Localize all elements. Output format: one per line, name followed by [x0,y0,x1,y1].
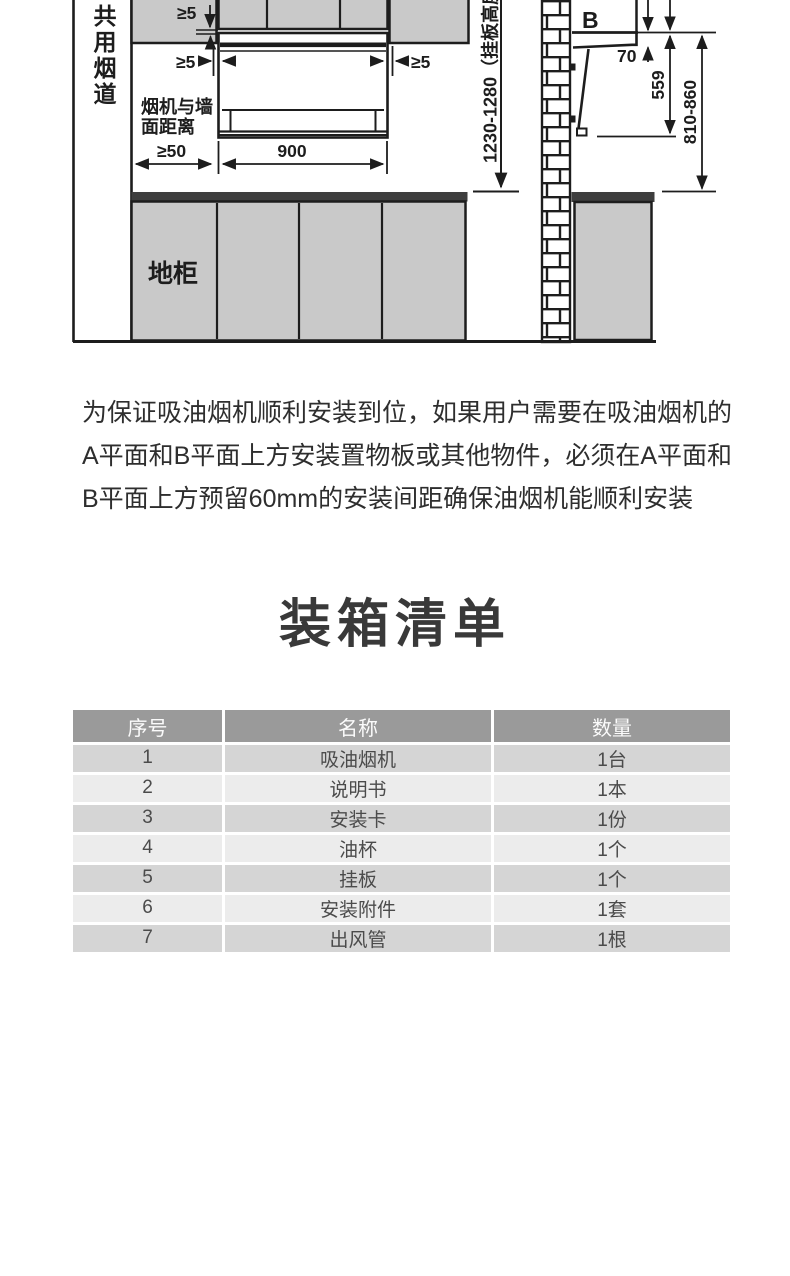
cell-qty: 1个 [494,834,730,862]
dim-plate-height-label: 1230-1280（挂板高度） [480,0,501,163]
brick-wall [540,0,576,344]
cell-qty: 1本 [494,774,730,802]
col-header-index: 序号 [73,710,222,742]
gap-left-label: ≥5 [176,52,196,72]
base-cabinet-side [571,192,655,342]
gap-top-annotation: ≥5 [177,3,218,50]
cell-qty: 1台 [494,744,730,772]
cell-index: 5 [73,864,222,892]
installation-diagram: ≥5 ≥5 ≥5 烟机与墙 面距离 ≥50 900 [72,0,716,344]
dim-gap-70-label: 70 [617,46,637,66]
base-cabinets-front: 地柜 [130,192,468,342]
gap-right-annotation: ≥5 [370,46,431,76]
wall-distance-label-line2: 面距离 [141,116,195,137]
dim-height-559-label: 559 [648,70,668,99]
col-header-qty: 数量 [494,710,730,742]
install-note: 为保证吸油烟机顺利安装到位，如果用户需要在吸油烟机的 A平面和B平面上方安装置物… [82,392,733,521]
wall-hook-lower [569,115,576,123]
cell-qty: 1套 [494,894,730,922]
packing-list-table: 序号 名称 数量 1 吸油烟机 1台 2 说明书 1本 3 安装卡 1份 4 油… [73,710,730,952]
cell-index: 7 [73,924,222,952]
cell-name: 出风管 [225,924,491,952]
dim-559-annotation: 559 [648,0,676,135]
width-dimensions: ≥50 900 [134,141,388,174]
upper-cabinet-side: B [572,0,716,34]
note-line: 为保证吸油烟机顺利安装到位，如果用户需要在吸油烟机的 [82,399,733,427]
col-header-name: 名称 [225,710,491,742]
cell-name: 安装附件 [225,894,491,922]
cell-qty: 1根 [494,924,730,952]
gap-left-annotation: ≥5 [176,46,236,76]
cell-index: 4 [73,834,222,862]
cell-name: 挂板 [225,864,491,892]
dim-70-annotation: 70 [617,0,654,66]
wall-hook-upper [569,63,576,71]
plate-height-dimension: 1230-1280（挂板高度） [473,0,519,193]
dim-width-label: 900 [277,141,306,161]
plane-b-label: B [582,7,599,33]
hood-front-view [217,31,389,139]
cell-name: 油杯 [225,834,491,862]
cell-name: 说明书 [225,774,491,802]
cell-index: 3 [73,804,222,832]
base-cabinet-label: 地柜 [148,260,198,288]
gap-top-label: ≥5 [177,3,197,23]
cell-index: 2 [73,774,222,802]
shared-flue-label: 共用烟道 [90,4,116,108]
cell-name: 安装卡 [225,804,491,832]
note-line: B平面上方预留60mm的安装间距确保油烟机能顺利安装 [82,485,694,513]
cell-name: 吸油烟机 [225,744,491,772]
gap-right-label: ≥5 [411,52,431,72]
hood-side-view [572,33,676,138]
upper-cabinets-front [130,0,470,45]
cell-qty: 1个 [494,864,730,892]
dim-side-min-label: ≥50 [157,141,186,161]
note-line: A平面和B平面上方安装置物板或其他物件，必须在A平面和 [82,442,733,470]
wall-distance-label-line1: 烟机与墙 [141,96,213,117]
packing-list-title: 装箱清单 [278,596,511,654]
dim-810-860-annotation: 810-860 [662,34,716,193]
dim-range-810-860-label: 810-860 [680,80,700,144]
cell-qty: 1份 [494,804,730,832]
cell-index: 6 [73,894,222,922]
cell-index: 1 [73,744,222,772]
